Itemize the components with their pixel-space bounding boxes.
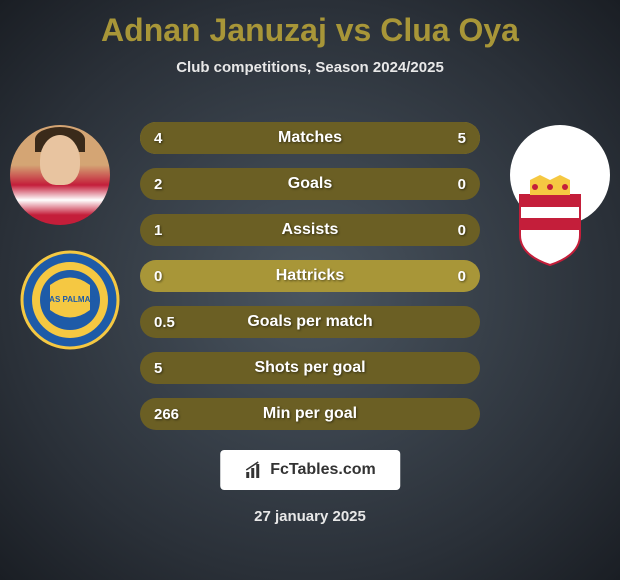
stat-label: Matches bbox=[140, 129, 480, 147]
footer-brand-logo: FcTables.com bbox=[220, 450, 400, 490]
stat-row: 266Min per goal bbox=[140, 398, 480, 430]
stat-label: Assists bbox=[140, 221, 480, 239]
stat-value-right: 0 bbox=[458, 222, 466, 239]
svg-text:LAS PALMAS: LAS PALMAS bbox=[44, 295, 96, 304]
stat-value-right: 0 bbox=[458, 176, 466, 193]
stat-label: Min per goal bbox=[140, 405, 480, 423]
club-badge-left: LAS PALMAS bbox=[20, 250, 120, 350]
stat-label: Goals bbox=[140, 175, 480, 193]
stat-value-right: 0 bbox=[458, 268, 466, 285]
chart-icon bbox=[244, 460, 264, 480]
stat-value-right: 5 bbox=[458, 130, 466, 147]
stat-row: 0Hattricks0 bbox=[140, 260, 480, 292]
player-left-avatar bbox=[10, 125, 110, 225]
stat-label: Goals per match bbox=[140, 313, 480, 331]
comparison-subtitle: Club competitions, Season 2024/2025 bbox=[0, 59, 620, 76]
footer-date: 27 january 2025 bbox=[0, 508, 620, 525]
comparison-title: Adnan Januzaj vs Clua Oya bbox=[0, 0, 620, 49]
stat-row: 4Matches5 bbox=[140, 122, 480, 154]
stat-row: 1Assists0 bbox=[140, 214, 480, 246]
stat-row: 0.5Goals per match bbox=[140, 306, 480, 338]
stats-container: 4Matches52Goals01Assists00Hattricks00.5G… bbox=[140, 122, 480, 444]
stat-label: Shots per goal bbox=[140, 359, 480, 377]
footer-brand-text: FcTables.com bbox=[270, 461, 376, 479]
stat-label: Hattricks bbox=[140, 267, 480, 285]
stat-row: 5Shots per goal bbox=[140, 352, 480, 384]
club-badge-right bbox=[500, 170, 600, 270]
stat-row: 2Goals0 bbox=[140, 168, 480, 200]
